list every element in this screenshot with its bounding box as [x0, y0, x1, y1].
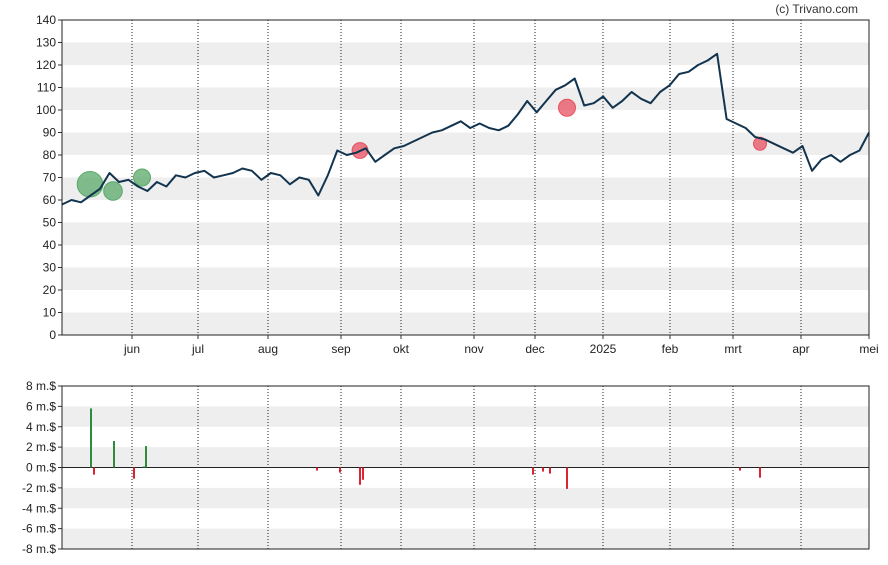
x-tick-label: nov [464, 342, 483, 356]
grid-band [62, 312, 869, 335]
y-tick-label: 40 [43, 238, 57, 252]
y-tick-label: 0 m.$ [26, 461, 56, 475]
grid-band [62, 447, 869, 468]
volume-grid-bands [62, 406, 869, 549]
y-tick-label: 60 [43, 193, 57, 207]
y-tick-label: 80 [43, 148, 57, 162]
y-tick-label: 140 [36, 13, 56, 27]
grid-band [62, 132, 869, 155]
price-x-axis: jun jul aug sep okt nov dec 2025 feb mrt apr mei [123, 335, 879, 356]
price-y-axis: 0 10 20 30 40 50 60 70 80 90 100 110 120 130 140 [36, 13, 62, 342]
insider-volume-bars [90, 408, 761, 489]
grid-band [62, 42, 869, 65]
x-tick-label: okt [393, 342, 410, 356]
y-tick-label: 4 m.$ [26, 420, 56, 434]
grid-band [62, 528, 869, 549]
x-tick-label: feb [662, 342, 679, 356]
volume-frame [61, 385, 870, 550]
grid-band [62, 267, 869, 290]
y-tick-label: 30 [43, 261, 57, 275]
price-line [61, 52, 870, 206]
x-tick-label: jun [123, 342, 140, 356]
buy-marker [103, 181, 123, 201]
grid-band [62, 222, 869, 245]
price-grid-bands [62, 42, 869, 335]
buy-marker [133, 168, 151, 187]
y-tick-label: 8 m.$ [26, 379, 56, 393]
x-tick-label: aug [258, 342, 278, 356]
y-tick-label: 110 [37, 81, 56, 95]
x-tick-label: mei [859, 342, 878, 356]
y-tick-label: 10 [43, 306, 57, 320]
price-frame [61, 19, 870, 336]
y-tick-label: 70 [43, 171, 57, 185]
y-tick-label: -4 m.$ [22, 501, 56, 515]
y-tick-label: 0 [49, 328, 56, 342]
x-tick-label: sep [331, 342, 351, 356]
sell-marker [558, 98, 576, 117]
y-tick-label: 100 [36, 103, 56, 117]
y-tick-label: 50 [43, 216, 57, 230]
grid-band [62, 487, 869, 509]
x-tick-label: apr [792, 342, 809, 356]
y-tick-label: 20 [43, 283, 57, 297]
y-tick-label: -6 m.$ [22, 522, 56, 536]
y-tick-label: 120 [36, 58, 56, 72]
x-tick-label: mrt [724, 342, 742, 356]
x-tick-label: dec [525, 342, 544, 356]
plot-frames [61, 19, 870, 550]
y-tick-label: 6 m.$ [26, 399, 56, 413]
watermark: (c) Trivano.com [775, 2, 858, 16]
grid-band [62, 177, 869, 200]
grid-band [62, 406, 869, 427]
y-tick-label: -8 m.$ [22, 542, 56, 556]
grid-band [62, 87, 869, 110]
y-tick-label: 130 [36, 36, 56, 50]
x-tick-label: jul [191, 342, 204, 356]
volume-y-axis: -8 m.$ -6 m.$ -4 m.$ -2 m.$ 0 m.$ 2 m.$ 4 m.$ 6… [22, 379, 869, 556]
y-tick-label: 2 m.$ [26, 440, 56, 454]
y-tick-label: 90 [43, 126, 57, 140]
buy-marker [76, 170, 104, 198]
y-tick-label: -2 m.$ [22, 481, 56, 495]
x-tick-label: 2025 [590, 342, 617, 356]
